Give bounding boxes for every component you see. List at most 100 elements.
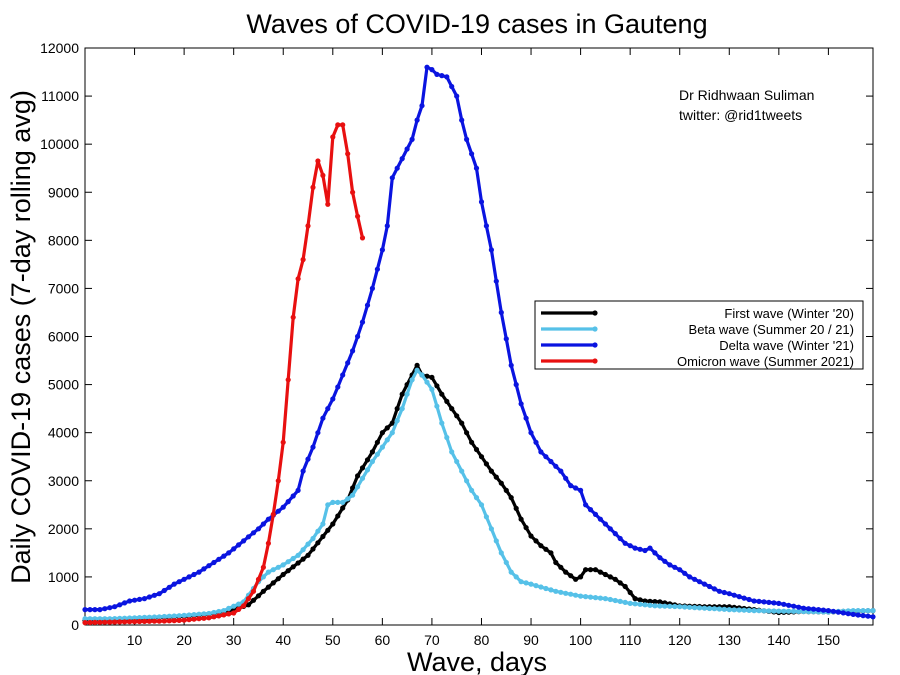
data-point — [766, 599, 772, 606]
data-point — [503, 559, 509, 566]
data-point — [647, 545, 653, 551]
data-point — [196, 569, 202, 575]
data-point — [736, 607, 742, 613]
data-point — [330, 134, 336, 140]
data-point — [245, 596, 252, 602]
data-point — [290, 314, 296, 320]
data-point — [493, 538, 499, 544]
data-point — [350, 348, 356, 354]
data-point — [136, 618, 143, 625]
x-tick-label: 80 — [474, 632, 490, 648]
data-point — [741, 595, 747, 601]
data-point — [300, 257, 306, 263]
data-point — [617, 580, 623, 586]
data-point — [310, 184, 316, 190]
data-point — [310, 546, 316, 552]
data-point — [478, 502, 485, 508]
data-point — [92, 619, 98, 626]
data-point — [469, 151, 475, 157]
data-point — [602, 596, 609, 602]
data-point — [290, 493, 296, 499]
y-tick-label: 4000 — [48, 425, 79, 441]
data-point — [241, 603, 247, 609]
data-point — [751, 608, 757, 614]
data-point — [696, 605, 703, 611]
data-point — [355, 473, 361, 479]
data-point — [696, 579, 703, 585]
data-point — [449, 449, 455, 455]
data-point — [305, 223, 311, 229]
data-point — [156, 618, 162, 624]
data-point — [275, 576, 281, 582]
data-point — [865, 613, 871, 619]
data-point — [692, 576, 698, 582]
data-point — [226, 605, 232, 612]
data-point — [245, 534, 252, 540]
data-point — [726, 591, 732, 597]
data-point — [265, 584, 271, 590]
data-point — [672, 564, 678, 570]
series-layer — [82, 64, 876, 626]
data-point — [117, 602, 123, 608]
x-tick-label: 150 — [817, 632, 841, 648]
data-point — [627, 600, 633, 607]
data-point — [270, 567, 276, 573]
data-point — [315, 528, 321, 534]
data-point — [865, 608, 871, 614]
data-point — [444, 398, 450, 404]
data-point — [459, 468, 465, 474]
data-point — [548, 550, 554, 556]
data-point — [325, 527, 331, 533]
data-point — [449, 83, 455, 90]
data-point — [206, 610, 212, 617]
data-point — [315, 158, 321, 164]
x-tick-label: 100 — [569, 632, 593, 648]
data-point — [488, 247, 494, 253]
data-point — [285, 568, 291, 574]
data-point — [310, 444, 316, 450]
data-point — [250, 588, 257, 594]
x-tick-label: 20 — [176, 632, 192, 648]
y-tick-label: 6000 — [48, 329, 79, 345]
data-point — [687, 604, 693, 610]
data-point — [761, 599, 767, 605]
data-point — [508, 569, 514, 575]
x-tick-label: 50 — [325, 632, 341, 648]
data-point — [241, 538, 247, 544]
data-point — [300, 547, 306, 553]
data-point — [191, 616, 197, 622]
data-point — [255, 593, 262, 599]
data-point — [692, 605, 698, 611]
data-point — [464, 478, 470, 484]
x-axis-ticks: 10 20 30 40 50 60 70 80 90 100 110 120 130 140 150 — [127, 48, 841, 648]
data-point — [513, 505, 519, 511]
data-point — [592, 595, 599, 601]
data-point — [399, 406, 405, 412]
data-point — [508, 362, 514, 368]
data-point — [771, 608, 777, 614]
data-point — [245, 602, 252, 608]
data-point — [701, 581, 708, 587]
data-point — [454, 458, 460, 465]
data-point — [236, 542, 242, 548]
data-point — [473, 495, 480, 501]
data-point — [161, 613, 167, 620]
data-point — [558, 468, 564, 474]
legend-label: Omicron wave (Summer 2021) — [677, 354, 854, 369]
data-point — [786, 602, 792, 608]
x-tick-label: 130 — [718, 632, 742, 648]
data-point — [265, 569, 271, 575]
data-point — [483, 514, 489, 520]
legend-marker — [592, 310, 598, 316]
x-tick-label: 60 — [375, 632, 391, 648]
data-point — [607, 596, 613, 603]
data-point — [607, 526, 613, 532]
data-point — [127, 619, 133, 625]
data-point — [632, 545, 638, 551]
data-point — [300, 556, 306, 562]
data-point — [642, 602, 648, 608]
data-point — [221, 553, 227, 559]
data-point — [176, 613, 182, 619]
data-point — [122, 619, 128, 625]
data-point — [355, 213, 361, 219]
